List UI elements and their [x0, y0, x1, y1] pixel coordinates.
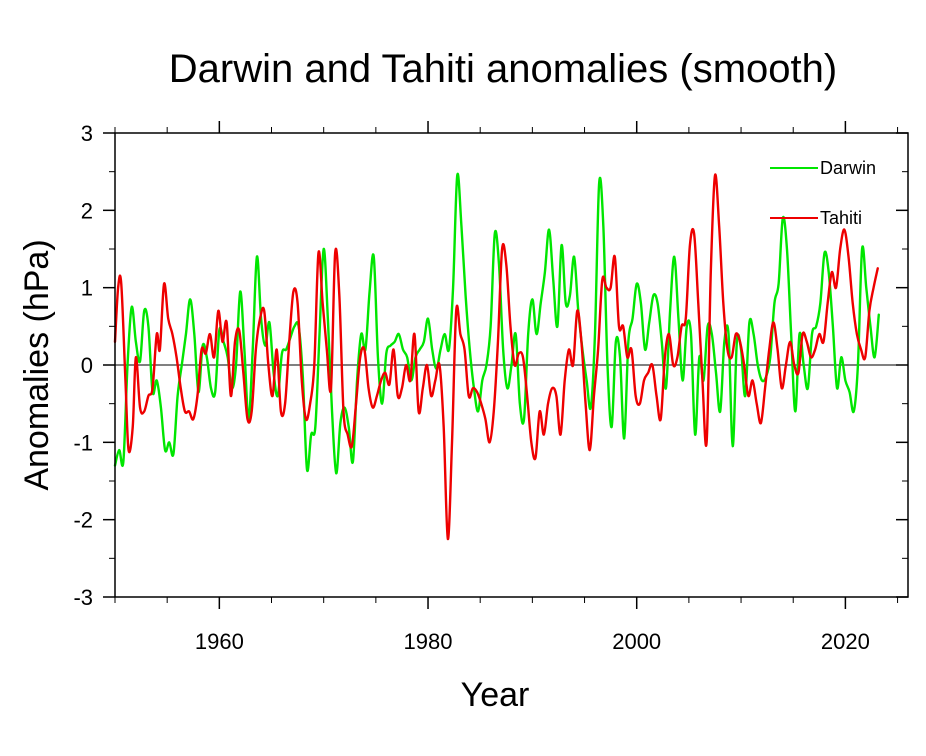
legend-label-tahiti: Tahiti	[820, 208, 862, 228]
legend: Darwin Tahiti	[770, 158, 876, 228]
legend-label-darwin: Darwin	[820, 158, 876, 178]
chart-title: Darwin and Tahiti anomalies (smooth)	[169, 47, 837, 91]
x-tick-label: 1980	[404, 629, 453, 654]
x-tick-label: 2020	[821, 629, 870, 654]
y-tick-label: 2	[81, 198, 93, 223]
series-line-darwin	[113, 172, 880, 475]
x-tick-label: 2000	[612, 629, 661, 654]
y-tick-label: 3	[81, 121, 93, 146]
x-axis-label: Year	[461, 676, 530, 714]
series-layer	[113, 172, 880, 541]
y-tick-label: -1	[73, 430, 93, 455]
y-tick-label: 1	[81, 276, 93, 301]
y-tick-label: -2	[73, 508, 93, 533]
y-tick-label: 0	[81, 353, 93, 378]
x-tick-label: 1960	[195, 629, 244, 654]
series-line-tahiti	[113, 173, 879, 541]
y-tick-label: -3	[73, 585, 93, 610]
plot-area: -3 -2 -1 0 1 2 3 1960 1980 2000 2020	[73, 121, 909, 654]
y-axis-label: Anomalies (hPa)	[18, 239, 56, 490]
ticks-layer: -3 -2 -1 0 1 2 3 1960 1980 2000 2020	[73, 121, 908, 654]
